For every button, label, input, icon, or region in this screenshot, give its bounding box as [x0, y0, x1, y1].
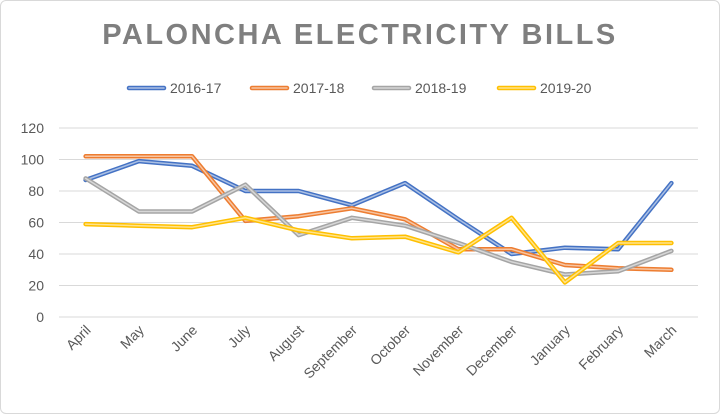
x-tick-label: July [225, 322, 254, 351]
series-line-core-2017-18 [84, 155, 673, 271]
series-line-core-2019-20 [84, 217, 673, 284]
y-tick-label: 120 [21, 120, 45, 136]
series-line-core-2016-17 [84, 160, 673, 255]
x-tick-label: May [117, 322, 147, 352]
x-tick-label: March [641, 322, 680, 361]
x-tick-label: April [63, 322, 94, 353]
x-tick-label: September [300, 322, 360, 382]
x-tick-label: October [367, 322, 414, 369]
x-tick-label: February [575, 322, 626, 373]
x-tick-label: December [463, 322, 520, 379]
series-line-2016-17 [83, 158, 674, 257]
y-tick-label: 100 [21, 152, 45, 168]
y-tick-label: 60 [28, 215, 44, 231]
legend-label: 2018-19 [415, 80, 467, 96]
y-tick-label: 0 [36, 309, 44, 325]
legend-label: 2017-18 [293, 80, 345, 96]
y-tick-label: 40 [28, 246, 44, 262]
x-tick-label: June [167, 322, 200, 355]
y-tick-label: 20 [28, 278, 44, 294]
x-tick-label: January [526, 322, 573, 369]
legend-label: 2019-20 [540, 80, 592, 96]
y-tick-label: 80 [28, 183, 44, 199]
x-tick-label: August [265, 322, 307, 364]
x-tick-label: November [410, 322, 467, 379]
legend-label: 2016-17 [170, 80, 222, 96]
chart-title: PALONCHA ELECTRICITY BILLS [102, 19, 618, 51]
